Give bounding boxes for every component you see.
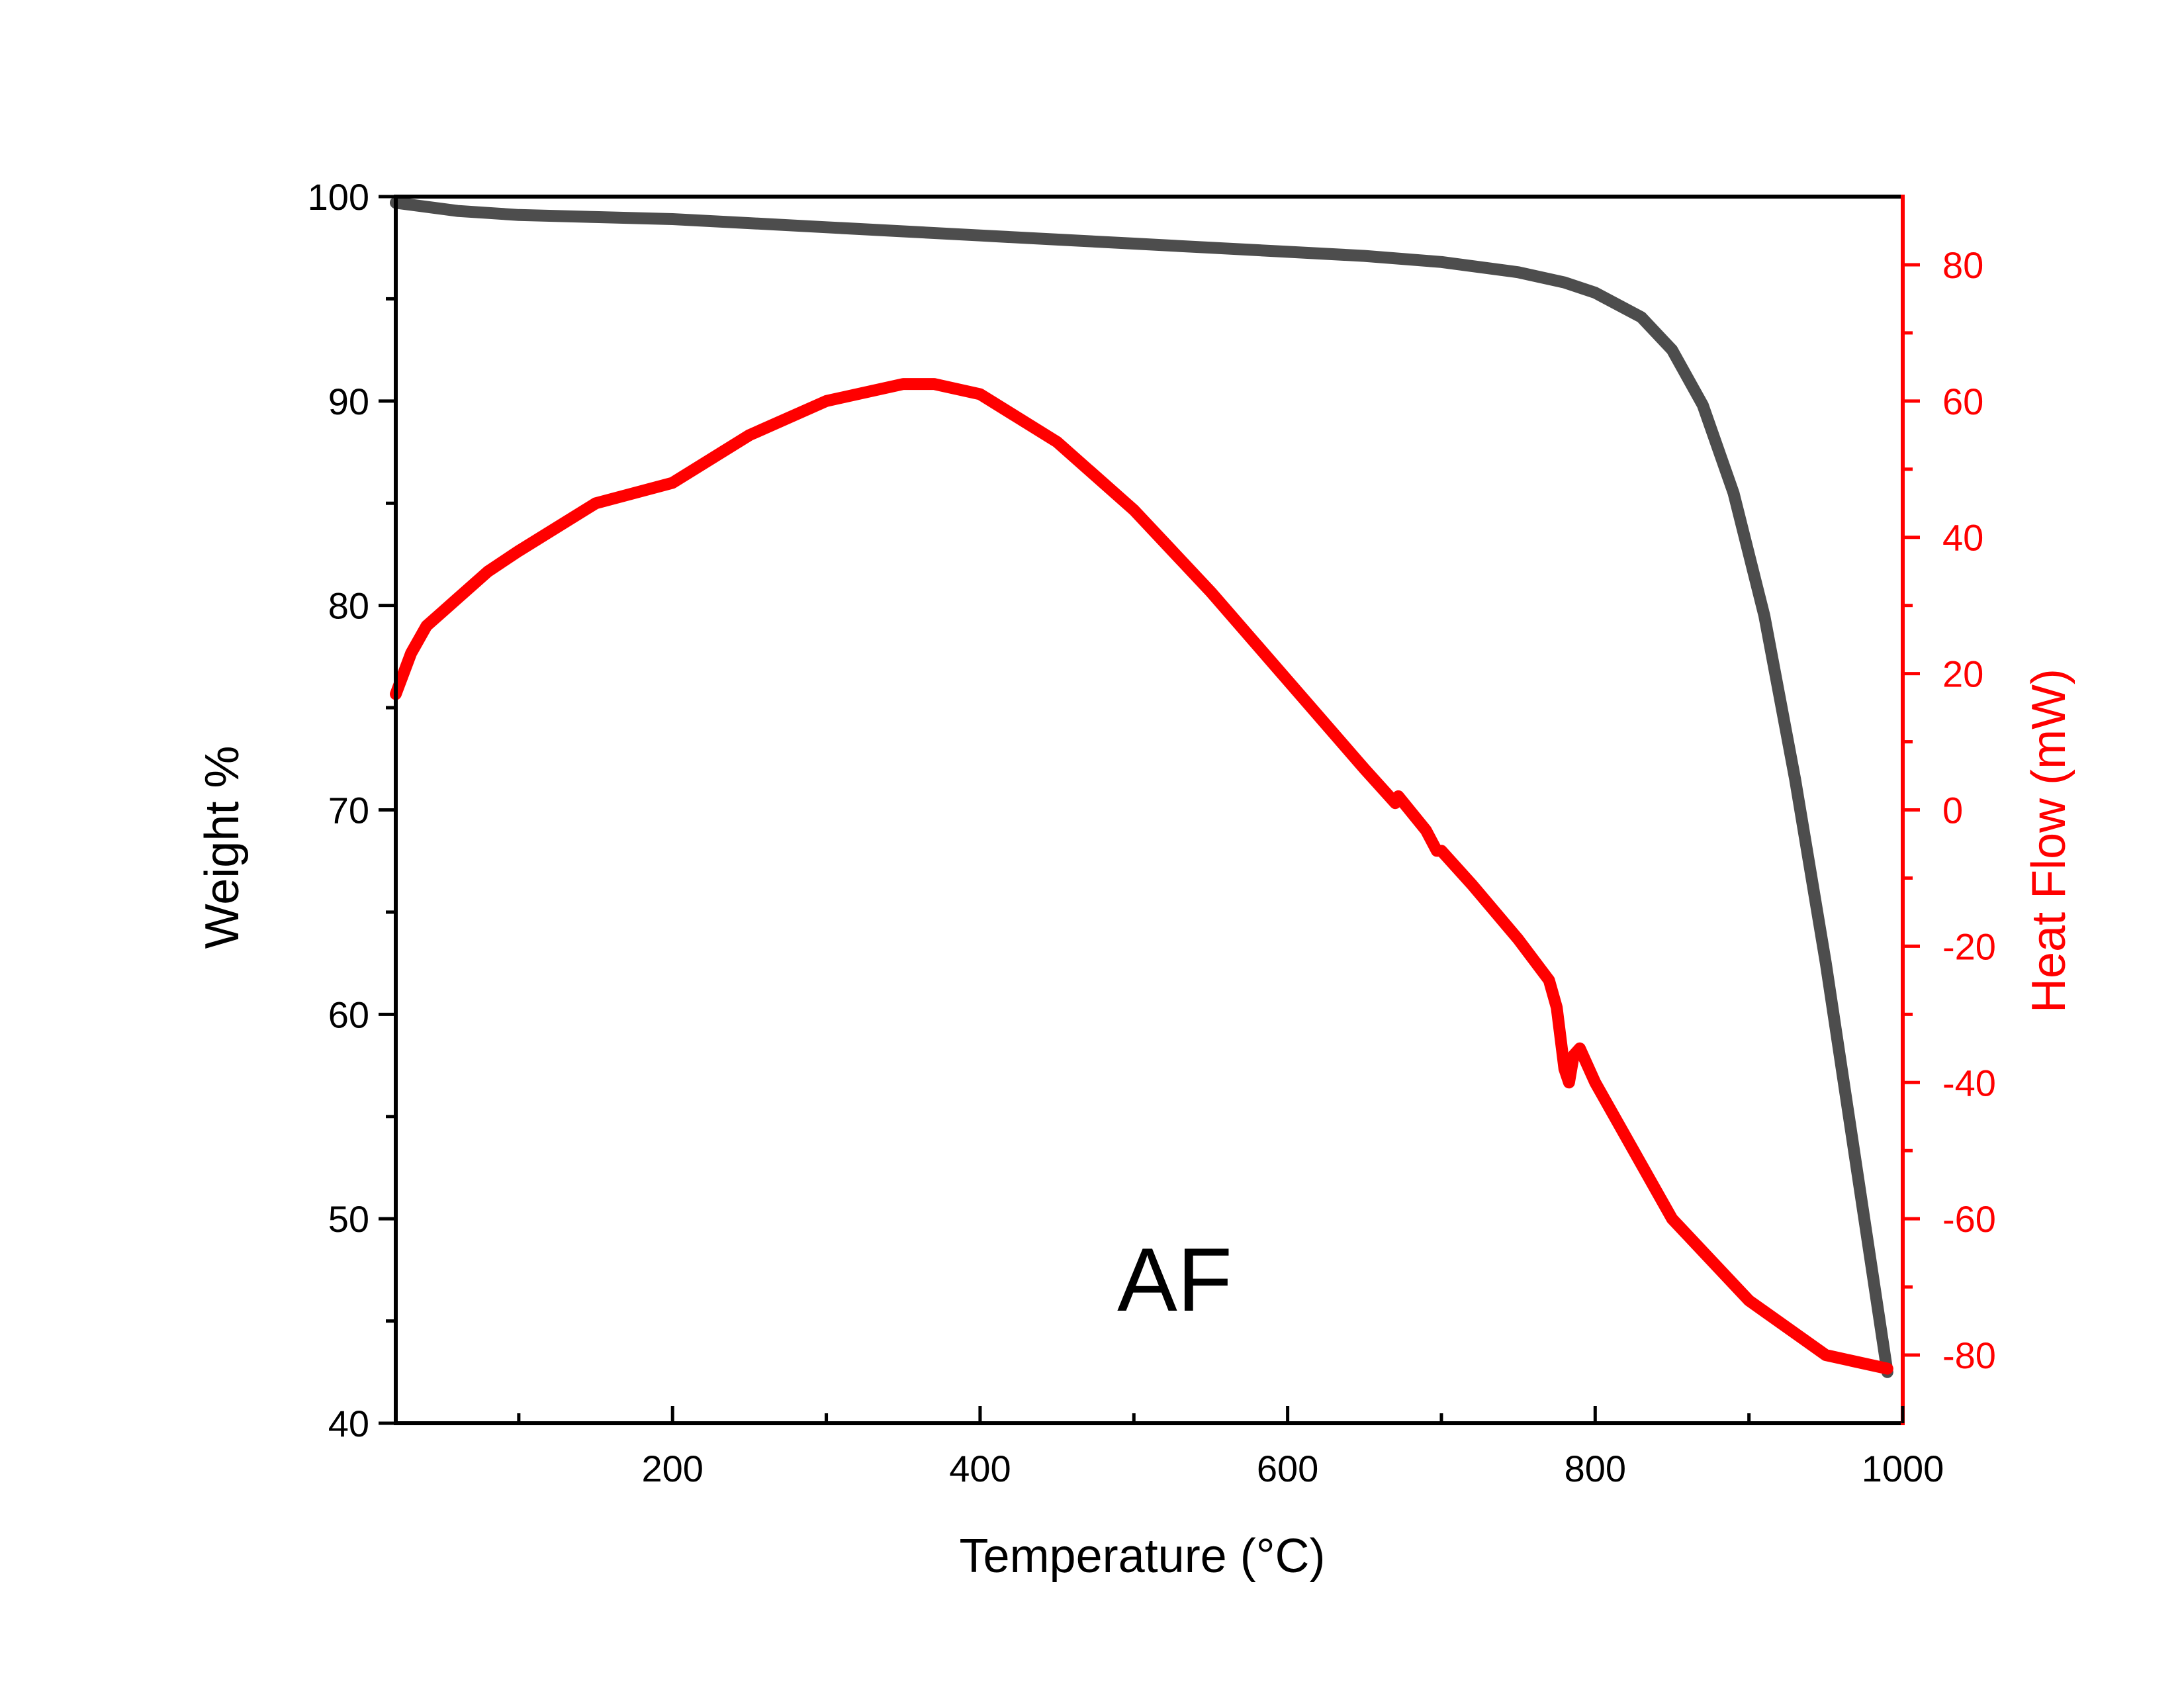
y-right-tick-label: 0 xyxy=(1942,790,1963,831)
y-left-tick-label: 100 xyxy=(308,176,369,218)
y-left-tick-label: 70 xyxy=(328,790,369,831)
y-right-tick-label: -80 xyxy=(1942,1335,1996,1376)
series-layer xyxy=(390,197,1893,1378)
y-right-tick-label: 40 xyxy=(1942,517,1983,559)
y-left-tick-label: 60 xyxy=(328,994,369,1035)
y-left-tick-label: 40 xyxy=(328,1403,369,1444)
x-axis-title: Temperature (°C) xyxy=(960,1530,1326,1583)
x-tick-label: 200 xyxy=(642,1448,704,1489)
x-tick-label: 1000 xyxy=(1862,1448,1944,1489)
y-right-tick-label: -20 xyxy=(1942,925,1996,967)
y-axis-left-title: Weight % xyxy=(196,746,249,949)
x-tick-label: 400 xyxy=(949,1448,1011,1489)
x-tick-label: 800 xyxy=(1565,1448,1626,1489)
y-right-tick-label: -60 xyxy=(1942,1198,1996,1240)
y-left-tick-label: 50 xyxy=(328,1198,369,1240)
y-right-tick-label: 80 xyxy=(1942,244,1983,286)
chart-annotation: AF xyxy=(1117,1229,1232,1330)
y-axis-right-title: Heat Flow (mW) xyxy=(2023,669,2075,1013)
y-right-tick-label: -40 xyxy=(1942,1062,1996,1103)
y-left-tick-label: 90 xyxy=(328,381,369,422)
series-line-weight xyxy=(390,197,1893,1378)
axes-layer: 200 400 600 800 1000405060708090100-80-60-40… xyxy=(308,176,1996,1489)
series-line-heat-flow xyxy=(390,378,1893,1375)
x-tick-label: 600 xyxy=(1257,1448,1318,1489)
y-left-tick-label: 80 xyxy=(328,585,369,627)
y-right-tick-label: 60 xyxy=(1942,381,1983,422)
y-right-tick-label: 20 xyxy=(1942,653,1983,695)
